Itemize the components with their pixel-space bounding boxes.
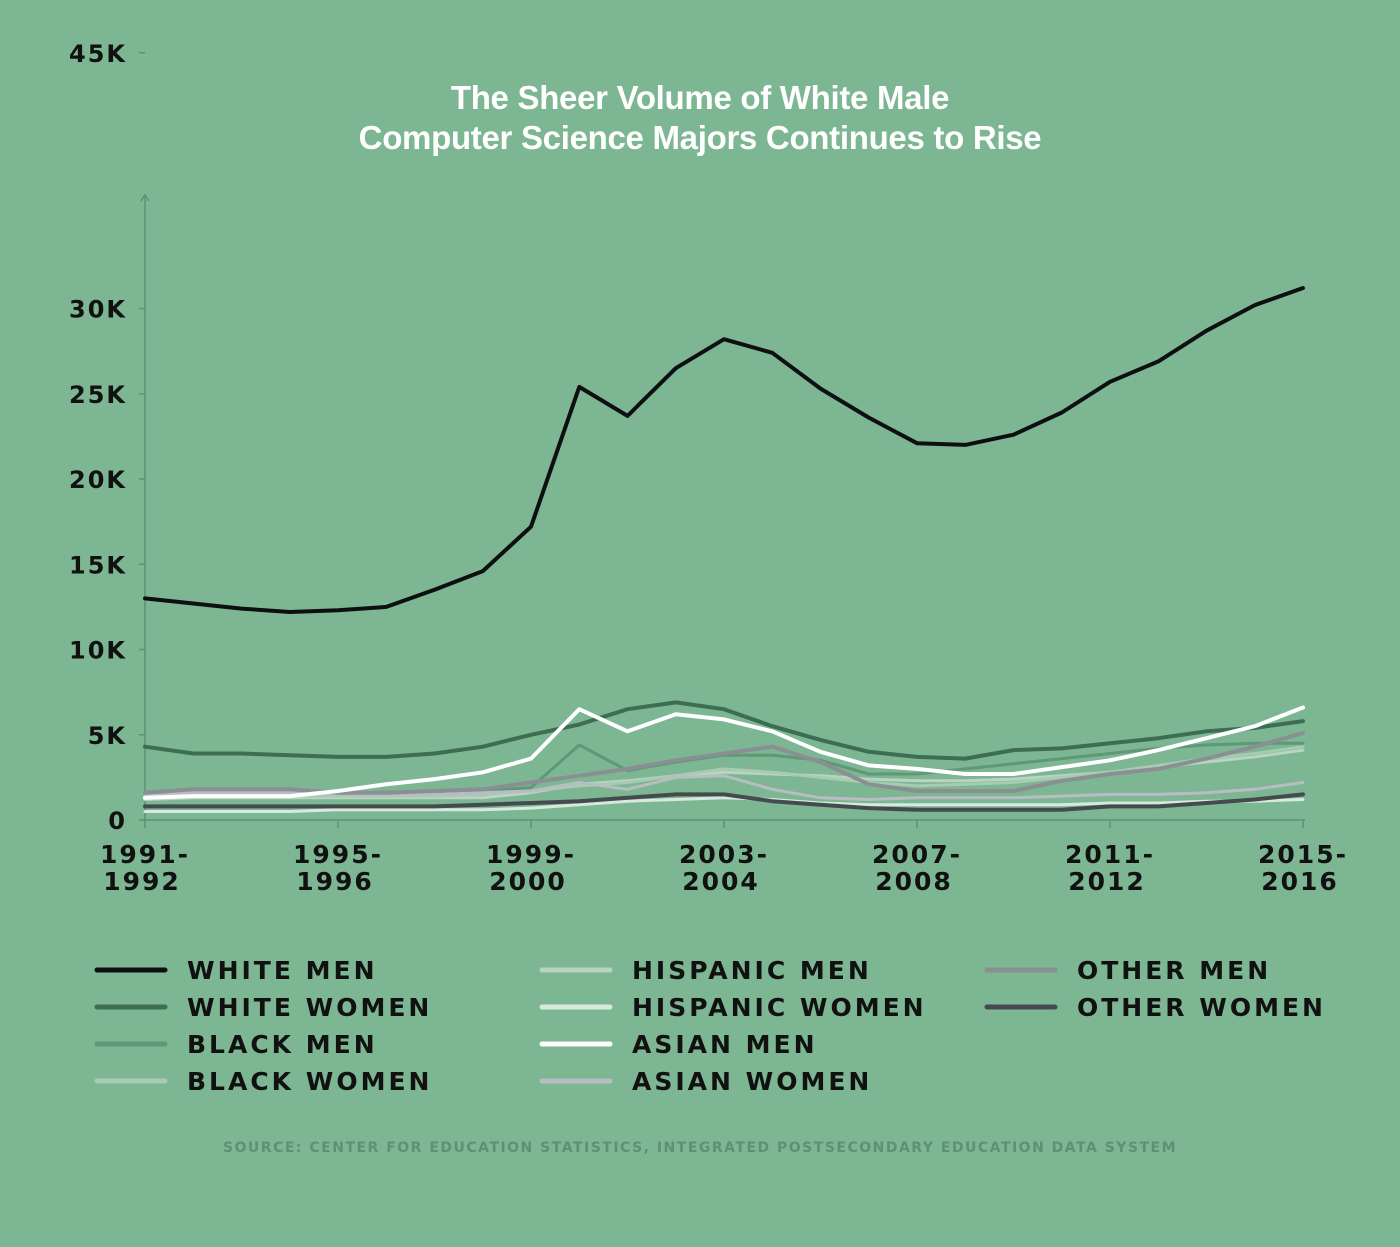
y-axis-ticks: 0 5K 10K 15K 20K 25K 30K 45K [69,40,145,835]
chart-legend: WHITE MEN WHITE WOMEN BLACK MEN BLACK WOMEN… [94,956,1326,1096]
x-tick-label-line2: 2016 [1261,867,1339,896]
legend-label-asian-men: ASIAN MEN [632,1030,818,1059]
legend-label-hispanic-men: HISPANIC MEN [632,956,872,985]
series-line-white-men [143,286,1305,614]
x-tick-label-line1: 2003- [679,840,769,869]
y-axis-arrow [140,193,150,202]
y-tick-label: 20K [69,466,127,494]
x-tick-label-line1: 1995- [293,840,383,869]
legend-label-black-men: BLACK MEN [187,1030,378,1059]
y-tick-label: 10K [69,637,127,665]
y-tick-label: 0 [108,807,127,835]
chart-series [143,286,1305,813]
legend-label-white-men: WHITE MEN [187,956,378,985]
legend-label-other-women: OTHER WOMEN [1077,993,1326,1022]
source-note: SOURCE: CENTER FOR EDUCATION STATISTICS,… [222,1140,1178,1156]
series-line-white-women [143,700,1305,761]
chart-axes [140,193,1305,821]
chart-title-line-1: The Sheer Volume of White Male [450,79,950,116]
series-line-asian-men [143,705,1305,800]
x-tick-label-line1: 2011- [1065,840,1155,869]
x-tick-label-line2: 2008 [875,867,953,896]
legend-label-hispanic-women: HISPANIC WOMEN [632,993,927,1022]
chart-title-line-2: Computer Science Majors Continues to Ris… [358,119,1042,156]
legend-label-asian-women: ASIAN WOMEN [632,1067,872,1096]
x-tick-label-line1: 2007- [872,840,962,869]
x-tick-label-line2: 2000 [489,867,567,896]
y-tick-label: 25K [69,381,127,409]
y-tick-label: 15K [69,551,127,579]
x-tick-label-line2: 1996 [296,867,374,896]
x-tick-label-line1: 1999- [486,840,576,869]
x-tick-label-line1: 2015- [1258,840,1348,869]
x-tick-label-line2: 2004 [682,867,760,896]
series-line-other-women [143,792,1305,812]
x-tick-label-line2: 1992 [103,867,181,896]
chart-title: The Sheer Volume of White Male Computer … [0,78,1400,158]
y-tick-label: 45K [69,40,127,68]
x-tick-label-line1: 1991- [100,840,190,869]
legend-label-black-women: BLACK WOMEN [187,1067,432,1096]
legend-label-white-women: WHITE WOMEN [187,993,432,1022]
y-tick-label: 5K [88,722,127,750]
series-line-hispanic-women [143,796,1305,813]
x-tick-label-line2: 2012 [1068,867,1146,896]
y-tick-label: 30K [69,296,127,324]
legend-label-other-men: OTHER MEN [1077,956,1271,985]
x-axis-ticks: 1991-1992 1995-1996 1999-2000 2003-2004 2007… [100,820,1348,896]
